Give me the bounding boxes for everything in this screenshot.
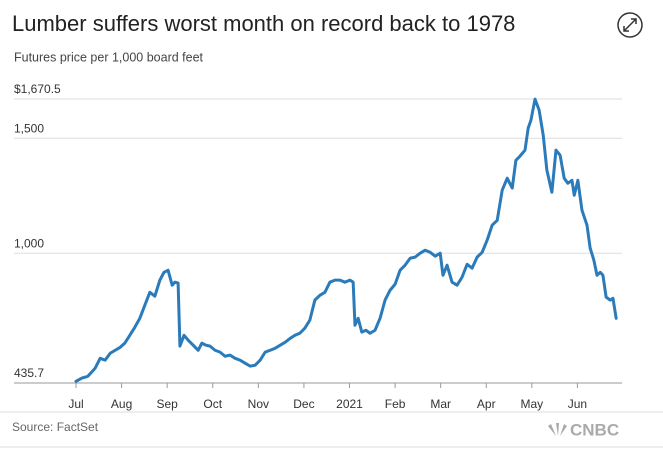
y-tick-label: $1,670.5 [14, 82, 61, 96]
x-tick-label: Aug [111, 397, 132, 411]
x-tick-label: Jul [68, 397, 83, 411]
x-tick-label: Feb [385, 397, 406, 411]
y-tick-label: 1,500 [14, 121, 44, 135]
x-tick-label: Dec [293, 397, 314, 411]
y-tick-label: 1,000 [14, 236, 44, 250]
price-line [74, 97, 618, 383]
x-tick-label: May [520, 397, 543, 411]
expand-icon[interactable] [617, 12, 643, 38]
x-tick-label: Apr [477, 397, 496, 411]
x-tick-label: Oct [203, 397, 222, 411]
x-tick-label: 2021 [336, 397, 363, 411]
chart-title: Lumber suffers worst month on record bac… [12, 11, 515, 36]
x-tick-label: Sep [156, 397, 178, 411]
y-tick-label: 435.7 [14, 366, 44, 380]
x-tick-label: Jun [568, 397, 587, 411]
chart-subtitle: Futures price per 1,000 board feet [14, 50, 204, 64]
source: Source: FactSet [12, 420, 99, 434]
brand-text: CNBC [570, 420, 619, 439]
brand-logo: CNBC [548, 420, 619, 439]
x-tick-label: Nov [248, 397, 269, 411]
x-tick-label: Mar [430, 397, 451, 411]
